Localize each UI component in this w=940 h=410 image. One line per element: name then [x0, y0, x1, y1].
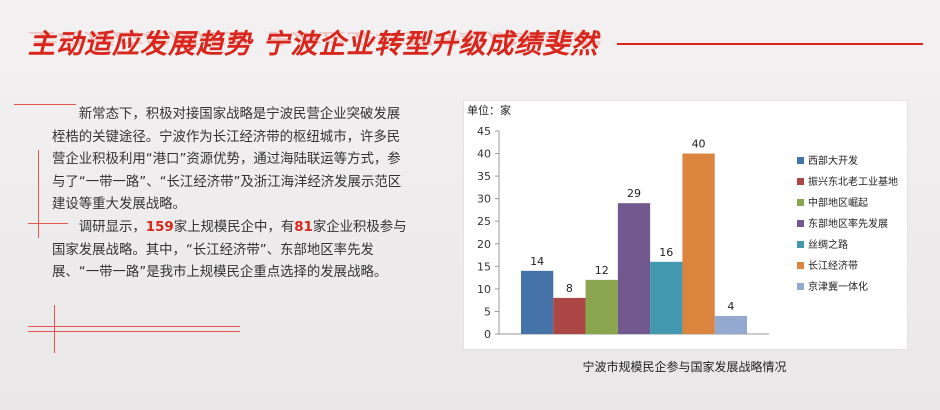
bar	[714, 315, 747, 334]
legend-swatch	[797, 157, 804, 164]
legend-label: 中部地区崛起	[808, 196, 868, 209]
y-tick-label: 10	[477, 283, 491, 296]
bar	[682, 153, 715, 334]
legend-label: 振兴东北老工业基地	[808, 175, 898, 188]
bar-chart: 单位：家 0 5 10 15 20 25 30 35 40 45 14 8 12 29 16 40 4 西部大开发振…	[463, 100, 908, 350]
legend-label: 京津冀一体化	[808, 280, 868, 293]
chart-caption: 宁波市规模民企参与国家发展战略情况	[582, 360, 787, 374]
legend-swatch	[797, 178, 804, 185]
title-divider	[617, 43, 923, 45]
legend-label: 东部地区率先发展	[808, 217, 888, 230]
data-label: 4	[727, 300, 734, 313]
y-tick-label: 25	[477, 215, 491, 228]
bar	[553, 297, 586, 334]
decorative-line	[28, 223, 68, 224]
y-tick-label: 15	[477, 260, 491, 273]
y-tick-label: 20	[477, 238, 491, 251]
bar	[585, 279, 618, 334]
page-title-reflection: 主动适应发展趋势 宁波企业转型升级成绩斐然	[28, 29, 599, 47]
article-paragraph: 调研显示，159家上规模民企中，有81家企业积极参与国家发展战略。其中，“长江经…	[52, 217, 412, 285]
y-tick-label: 40	[477, 148, 491, 161]
highlight-number: 81	[294, 219, 313, 235]
data-label: 12	[595, 264, 609, 277]
decorative-line	[28, 331, 240, 332]
data-label: 14	[530, 255, 544, 268]
paragraph-text: 家企业积极参与国家发展战略。其中，“长江经济带”、东部地区率先发展、“一带一路”…	[52, 219, 407, 281]
legend-swatch	[797, 220, 804, 227]
decorative-line	[38, 150, 39, 238]
bar-chart-svg: 单位：家 0 5 10 15 20 25 30 35 40 45 14 8 12 29 16 40 4 西部大开发振…	[467, 103, 898, 341]
legend-label: 长江经济带	[808, 259, 858, 272]
y-tick-label: 5	[484, 305, 491, 318]
y-tick-label: 45	[477, 125, 491, 138]
data-label: 16	[659, 246, 673, 259]
data-label: 40	[692, 138, 706, 151]
legend-swatch	[797, 199, 804, 206]
legend-label: 丝绸之路	[808, 238, 848, 251]
bar	[650, 261, 683, 334]
y-tick-label: 30	[477, 193, 491, 206]
decorative-line	[28, 326, 240, 327]
article-body: 新常态下，积极对接国家战略是宁波民营企业突破发展桎梏的关键途径。宁波作为长江经济…	[52, 104, 412, 285]
paragraph-text: 家上规模民企中，有	[173, 219, 295, 235]
decorative-line	[14, 104, 76, 105]
bar	[521, 270, 554, 334]
data-label: 8	[566, 282, 573, 295]
paragraph-text: 调研显示，	[78, 219, 146, 235]
y-tick-label: 35	[477, 170, 491, 183]
article-paragraph: 新常态下，积极对接国家战略是宁波民营企业突破发展桎梏的关键途径。宁波作为长江经济…	[52, 107, 402, 213]
decorative-line	[54, 305, 55, 353]
legend-label: 西部大开发	[808, 154, 858, 167]
legend-swatch	[797, 283, 804, 290]
unit-label: 单位：家	[467, 103, 511, 117]
y-tick-label: 0	[484, 328, 491, 341]
page-title: 主动适应发展趋势 宁波企业转型升级成绩斐然	[28, 29, 599, 60]
bar	[617, 203, 651, 334]
data-label: 29	[627, 187, 641, 200]
highlight-number: 159	[145, 219, 174, 235]
legend-swatch	[797, 262, 804, 269]
legend-swatch	[797, 241, 804, 248]
